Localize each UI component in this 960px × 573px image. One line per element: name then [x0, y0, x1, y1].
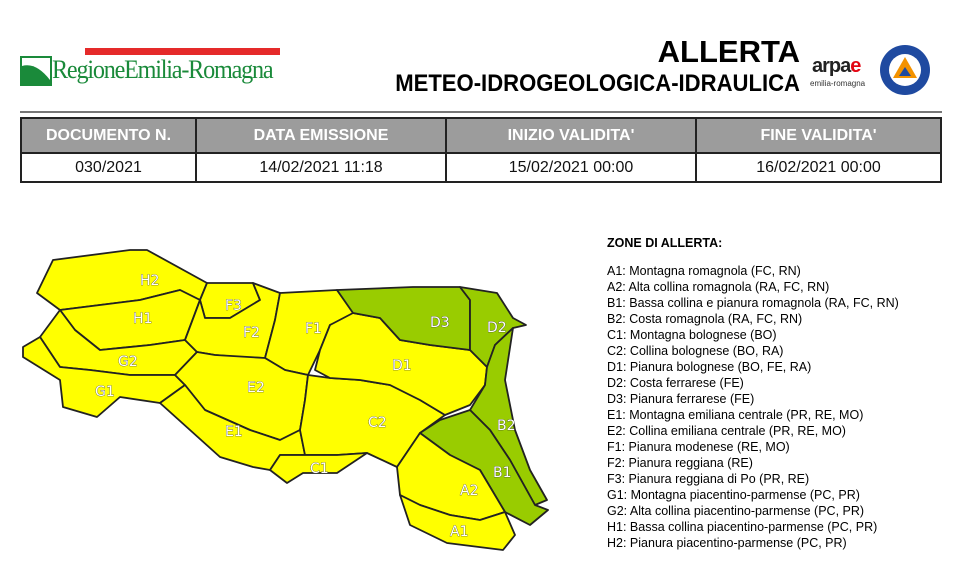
- zone-label: C1: [310, 461, 329, 477]
- valid-to: 16/02/2021 00:00: [695, 152, 942, 183]
- legend-item: B1: Bassa collina e pianura romagnola (R…: [607, 296, 899, 310]
- legend-item: B2: Costa romagnola (RA, FC, RN): [607, 312, 803, 326]
- region-logo-bar: [85, 48, 280, 55]
- legend-item: D3: Pianura ferrarese (FE): [607, 392, 755, 406]
- zone-a1: [399, 494, 516, 551]
- region-logo-text: RegioneEmilia-Romagna: [52, 55, 274, 84]
- document-info-table: DOCUMENTO N. DATA EMISSIONE INIZIO VALID…: [20, 117, 942, 183]
- zone-label: C2: [368, 415, 387, 431]
- legend-item: E2: Collina emiliana centrale (PR, RE, M…: [607, 424, 846, 438]
- zone-label: H1: [133, 311, 152, 327]
- zone-d3: [336, 286, 471, 351]
- zone-c1: [269, 452, 368, 484]
- zone-label: E1: [225, 424, 243, 440]
- page-title: ALLERTA: [657, 34, 800, 69]
- zone-label: A2: [460, 483, 478, 499]
- arpae-logo: arpae: [812, 55, 861, 77]
- zone-label: D1: [392, 358, 412, 374]
- zone-label: G2: [118, 354, 138, 370]
- zone-label: F1: [305, 321, 322, 337]
- col-header-valid-to: FINE VALIDITA': [695, 117, 942, 154]
- zone-label: F2: [243, 325, 260, 341]
- valid-from: 15/02/2021 00:00: [445, 152, 697, 183]
- legend-item: F2: Pianura reggiana (RE): [607, 456, 753, 470]
- legend-item: H2: Pianura piacentino-parmense (PC, PR): [607, 536, 847, 550]
- legend-title: ZONE DI ALLERTA:: [607, 236, 723, 250]
- legend-item: F1: Pianura modenese (RE, MO): [607, 440, 790, 454]
- legend-item: G2: Alta collina piacentino-parmense (PC…: [607, 504, 865, 518]
- zone-legend: ZONE DI ALLERTA: A1: Montagna romagnola …: [607, 236, 899, 551]
- legend-item: C1: Montagna bolognese (BO): [607, 328, 777, 342]
- document-number: 030/2021: [20, 152, 197, 183]
- header-divider: [20, 111, 942, 113]
- legend-item: F3: Pianura reggiana di Po (PR, RE): [607, 472, 810, 486]
- zone-label: D2: [487, 320, 507, 336]
- page-subtitle: METEO-IDROGEOLOGICA-IDRAULICA: [395, 70, 800, 97]
- legend-item: G1: Montagna piacentino-parmense (PC, PR…: [607, 488, 860, 502]
- col-header-issue-date: DATA EMISSIONE: [195, 117, 447, 154]
- legend-item: H1: Bassa collina piacentino-parmense (P…: [607, 520, 878, 534]
- arpae-logo-sub: emilia-romagna: [810, 79, 866, 88]
- region-logo-icon: [20, 56, 52, 86]
- zone-label: H2: [140, 273, 159, 289]
- legend-item: A1: Montagna romagnola (FC, RN): [607, 264, 801, 278]
- legend-item: D2: Costa ferrarese (FE): [607, 376, 744, 390]
- col-header-valid-from: INIZIO VALIDITA': [445, 117, 697, 154]
- issue-date: 14/02/2021 11:18: [195, 152, 447, 183]
- legend-item: D1: Pianura bolognese (BO, FE, RA): [607, 360, 812, 374]
- zone-label: A1: [450, 524, 468, 540]
- legend-item: E1: Montagna emiliana centrale (PR, RE, …: [607, 408, 864, 422]
- zone-label: B1: [493, 465, 512, 481]
- legend-item: A2: Alta collina romagnola (RA, FC, RN): [607, 280, 830, 294]
- zone-label: E2: [247, 380, 265, 396]
- zone-label: F3: [225, 298, 242, 314]
- protezione-civile-logo: [880, 45, 930, 95]
- zone-label: G1: [95, 384, 115, 400]
- zone-label: B2: [497, 418, 516, 434]
- zone-label: D3: [430, 315, 450, 331]
- col-header-document: DOCUMENTO N.: [20, 117, 197, 154]
- legend-item: C2: Collina bolognese (BO, RA): [607, 344, 784, 358]
